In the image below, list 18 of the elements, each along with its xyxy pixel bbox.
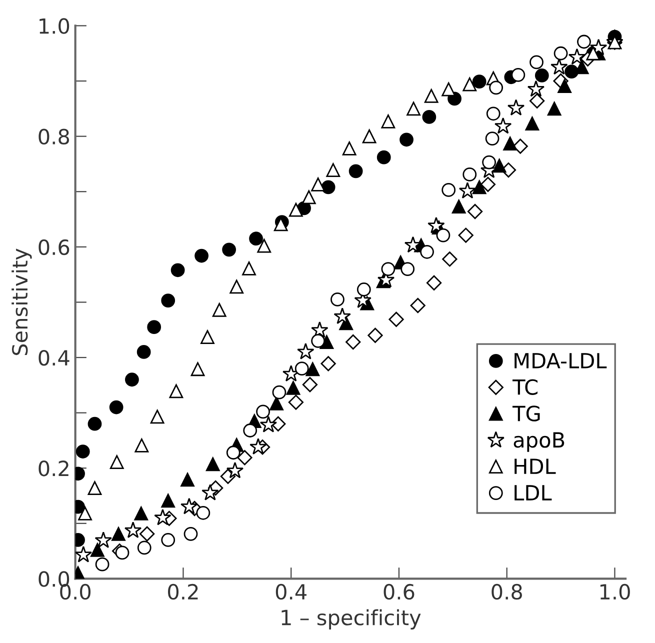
x-tick-label: 0.4	[276, 584, 306, 600]
x-tick-label: 0.6	[384, 584, 414, 600]
legend-label: HDL	[514, 458, 556, 474]
y-tick-label: 1.0	[40, 18, 70, 34]
y-tick-label: 0.2	[38, 460, 68, 476]
y-tick-label: 0.4	[38, 350, 70, 366]
y-tick-label: 0.8	[38, 128, 70, 145]
y-axis-title: Sensitivity	[12, 248, 32, 356]
legend-label: TG	[512, 406, 540, 422]
x-axis-title: 1 – specificity	[282, 609, 421, 630]
y-tick-label: 0.6	[38, 239, 70, 256]
legend-label: TC	[512, 379, 538, 395]
x-tick-label: 0.8	[492, 584, 522, 600]
x-tick-label: 0.2	[168, 584, 198, 600]
legend-label: MDA-LDL	[514, 353, 607, 368]
legend-label: LDL	[514, 485, 552, 500]
x-tick-label: 1.0	[600, 584, 630, 600]
legend-label: apoB	[514, 432, 564, 452]
